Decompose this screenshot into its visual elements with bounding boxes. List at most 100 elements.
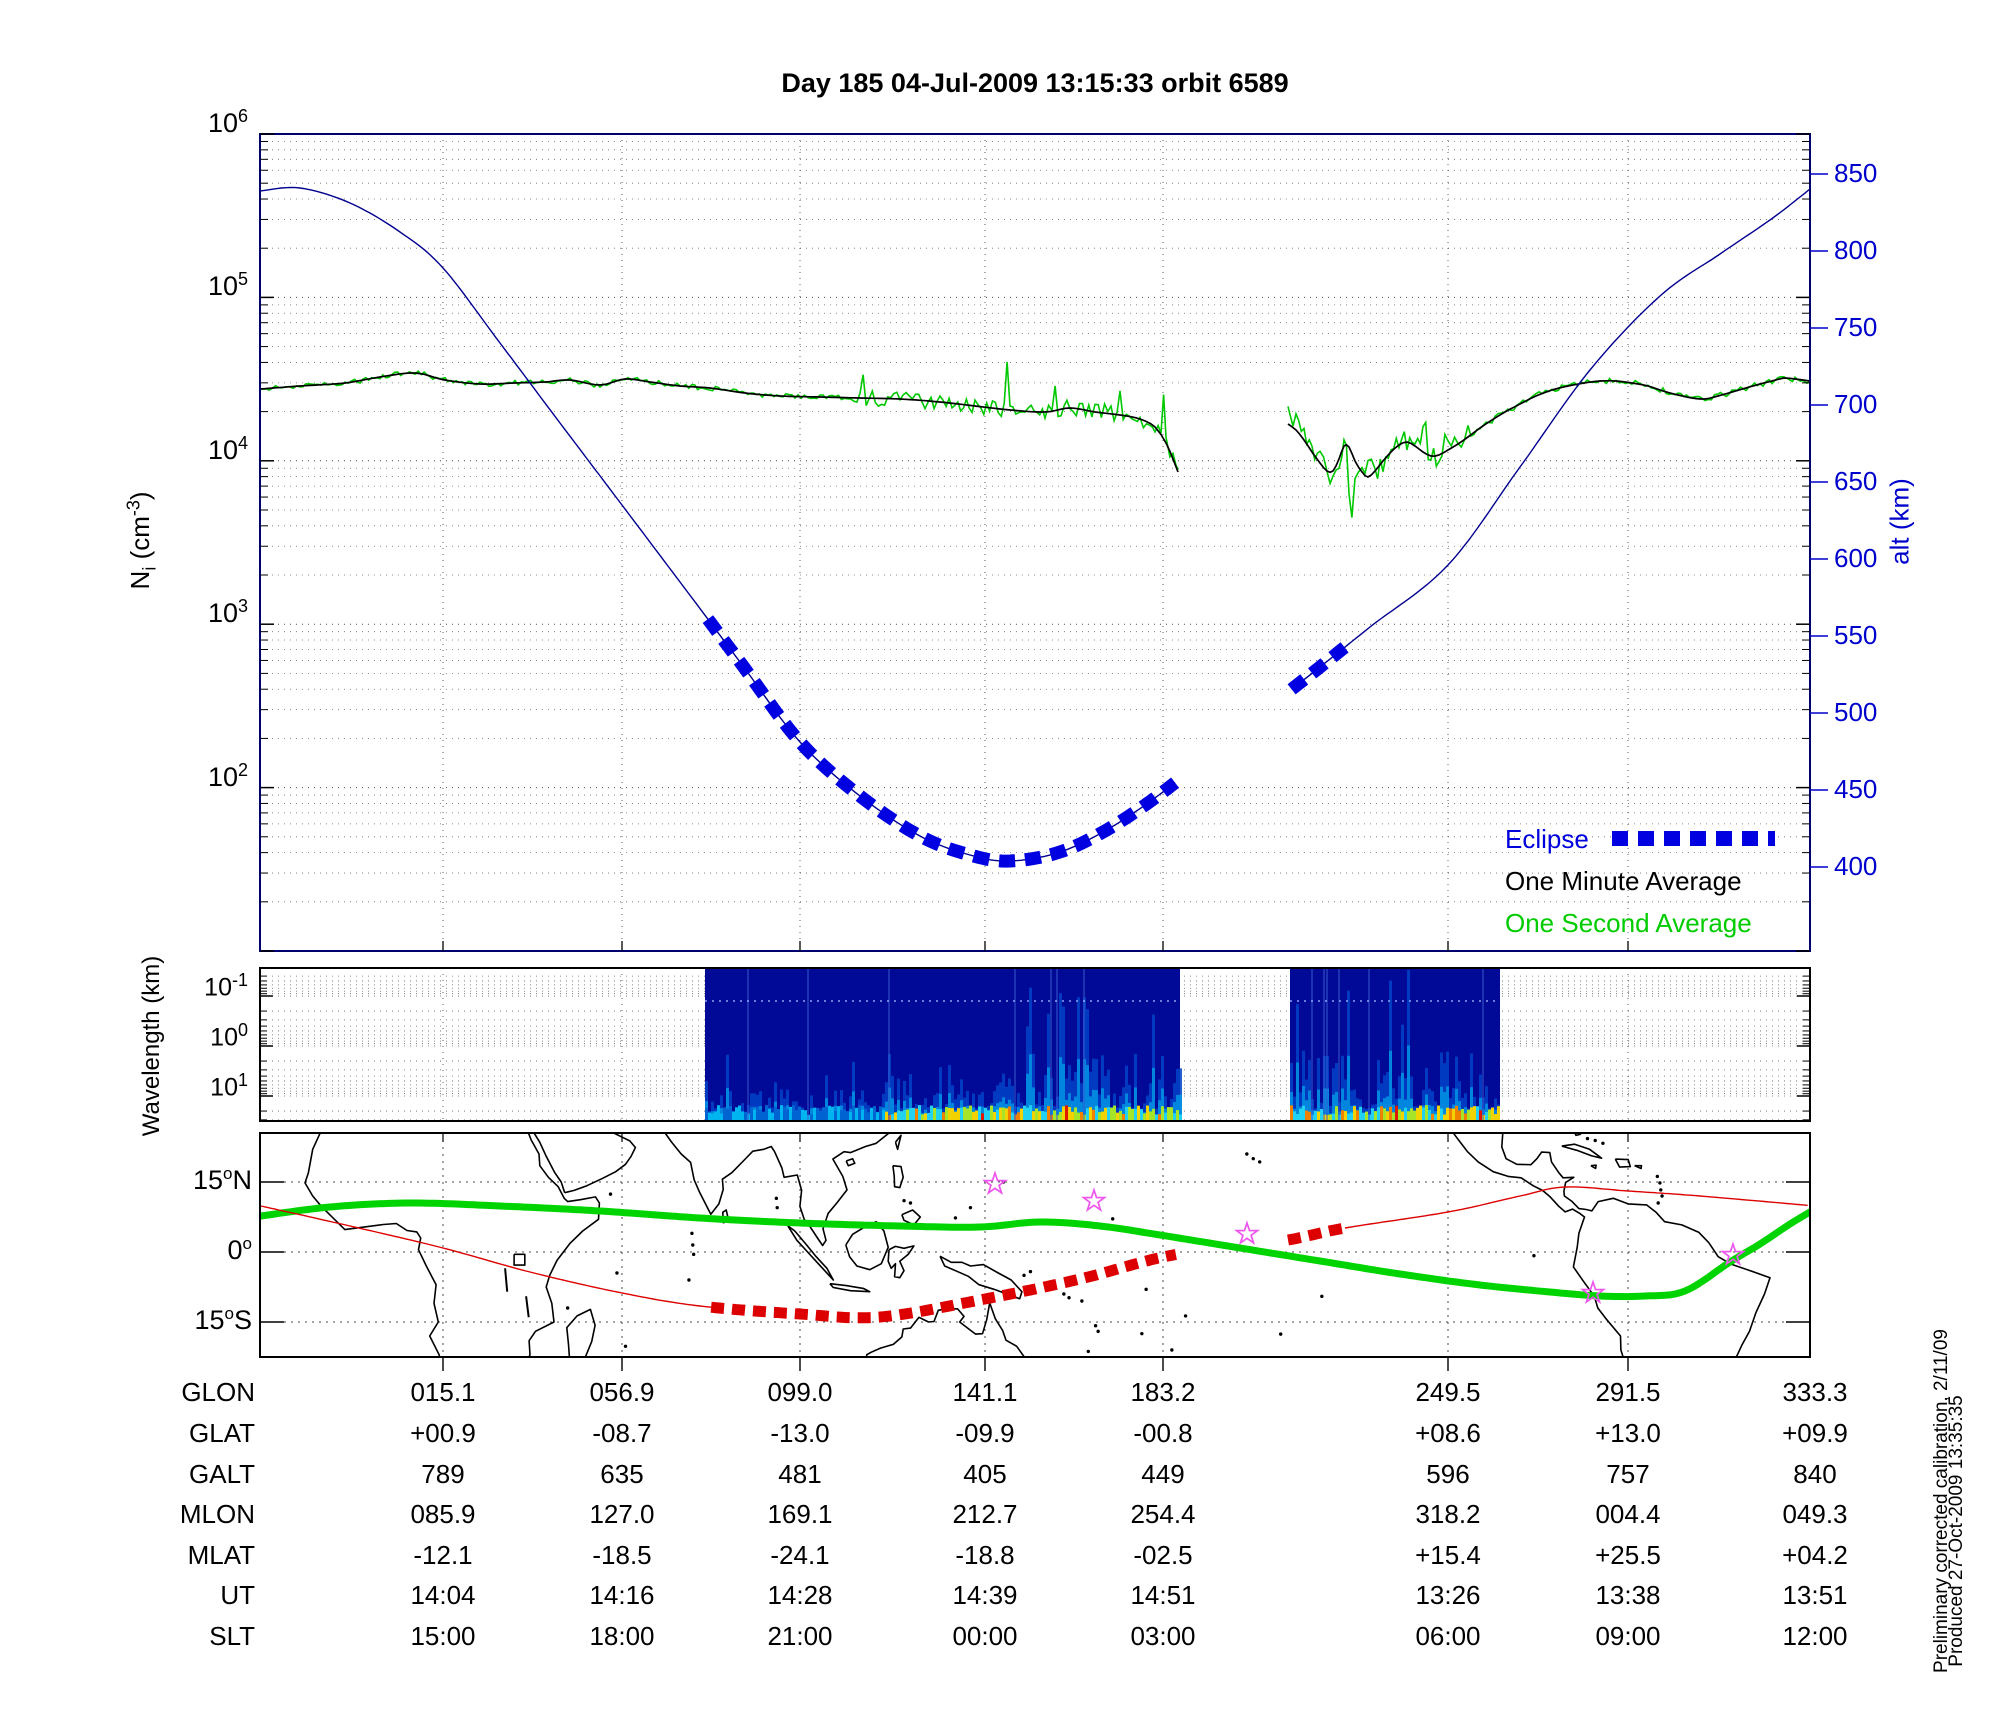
ni-axis-label-base: N [125,570,156,590]
table-row-label-mlon: MLON [179,1499,255,1529]
legend-eclipse-label: Eclipse [1505,824,1589,854]
island-dot [1658,1181,1662,1185]
coastline [1590,1164,1597,1170]
table-cell-mlon-col6: 318.2 [1415,1499,1481,1529]
table-cell-glon-col4: 141.1 [952,1377,1018,1407]
legend-one-second-label: One Second Average [1505,908,1752,938]
coastline [865,1302,1026,1357]
island-dot [1144,1287,1148,1292]
table-cell-glat-col7: +13.0 [1595,1418,1661,1448]
table-cell-mlat-col8: +04.2 [1782,1540,1848,1570]
island-dot [902,1198,906,1203]
table-cell-slt-col5: 03:00 [1130,1621,1196,1651]
station-star-marker [981,1170,1009,1196]
side-note-produced: Produced 27-Oct-2009 13:35:35 [1946,1395,1967,1667]
alt-tick-label-750: 750 [1834,312,1878,342]
alt-axis-label: alt (km) [1884,478,1915,565]
table-cell-glat-col2: -08.7 [592,1418,652,1448]
island-dot [1111,1217,1115,1221]
legend-one-minute-label: One Minute Average [1505,866,1742,896]
coastline [566,1308,596,1357]
island-dot [1170,1348,1174,1352]
table-cell-slt-col6: 06:00 [1415,1621,1481,1651]
island-dot [1660,1194,1664,1198]
table-cell-glon-col8: 333.3 [1782,1377,1848,1407]
table-cell-galt-col2: 635 [600,1459,644,1489]
alt-tick-label-800: 800 [1834,235,1878,265]
island-dot [1245,1152,1249,1156]
table-cell-galt-col6: 596 [1426,1459,1470,1489]
table-row-label-slt: SLT [209,1621,255,1651]
table-cell-slt-col8: 12:00 [1782,1621,1848,1651]
island-dot [968,1205,973,1210]
ni-axis-label-mid: (cm [125,516,156,567]
ground-track-line [260,1205,716,1309]
coastline [787,1225,835,1281]
island-dot [775,1205,779,1210]
island-dot [1022,1273,1026,1278]
wavelength-tick-label-1e1: 101 [210,1070,248,1102]
table-cell-mlat-col2: -18.5 [592,1540,652,1570]
island-dot [1585,1136,1590,1141]
table-cell-glon-col1: 015.1 [410,1377,476,1407]
table-cell-mlat-col7: +25.5 [1595,1540,1661,1570]
table-cell-ut-col1: 14:04 [410,1580,476,1610]
island-dot [1593,1138,1597,1143]
ground-track-line [1344,1186,1808,1229]
table-cell-glat-col3: -13.0 [770,1418,830,1448]
coastline [829,1282,871,1293]
island-dot [908,1201,913,1205]
ni-axis-label-sup: -3 [123,500,144,517]
coastline [894,1134,902,1151]
alt-tick-label-400: 400 [1834,851,1878,881]
table-cell-glat-col6: +08.6 [1415,1418,1481,1448]
island-dot [691,1243,695,1247]
table-cell-galt-col3: 481 [778,1459,822,1489]
figure-title: Day 185 04-Jul-2009 13:15:33 orbit 6589 [781,68,1289,98]
alt-tick-label-700: 700 [1834,389,1878,419]
table-row-label-galt: GALT [189,1459,255,1489]
island-dot [1080,1299,1084,1303]
table-cell-mlat-col4: -18.8 [955,1540,1015,1570]
table-cell-glon-col2: 056.9 [589,1377,655,1407]
island-dot [1656,1201,1660,1205]
table-cell-galt-col8: 840 [1793,1459,1837,1489]
table-cell-glat-col4: -09.9 [955,1418,1015,1448]
table-cell-slt-col1: 15:00 [410,1621,476,1651]
coastline [892,1164,904,1189]
table-cell-glon-col6: 249.5 [1415,1377,1481,1407]
station-star-marker [1080,1187,1108,1213]
ni-tick-label-1e2: 102 [207,759,248,792]
island-dot [1655,1174,1660,1179]
coastline [564,1133,637,1194]
island-dot [774,1196,779,1201]
island-dot [1251,1156,1255,1161]
island-dot [608,1192,613,1196]
table-cell-ut-col3: 14:28 [767,1580,833,1610]
ni-tick-label-1e4: 104 [207,432,248,465]
station-star-marker [1233,1220,1261,1246]
alt-tick-label-650: 650 [1834,466,1878,496]
ni-tick-label-1e3: 103 [207,596,248,629]
alt-tick-label-550: 550 [1834,620,1878,650]
island-dot [1320,1294,1324,1299]
island-dot [1278,1332,1283,1336]
table-cell-galt-col5: 449 [1141,1459,1185,1489]
wavelength-tick-label-1e-1: 10-1 [204,970,248,1002]
island-dot [691,1252,696,1257]
coastline [1614,1158,1632,1168]
coastline [939,1255,1023,1300]
table-cell-galt-col7: 757 [1606,1459,1650,1489]
island-dot [1659,1188,1663,1192]
table-cell-mlat-col1: -12.1 [413,1540,473,1570]
legend-eclipse: Eclipse [1505,824,1589,855]
island-dot [1183,1314,1188,1318]
ni-axis-label-sub: i [139,566,160,571]
table-row-label-glon: GLON [181,1377,255,1407]
ni-tick-label-1e5: 105 [207,269,248,302]
top-panel [259,133,1828,952]
table-cell-mlat-col6: +15.4 [1415,1540,1481,1570]
table-cell-mlon-col3: 169.1 [767,1499,833,1529]
lat-tick-label-15S: 15oS [194,1304,252,1335]
